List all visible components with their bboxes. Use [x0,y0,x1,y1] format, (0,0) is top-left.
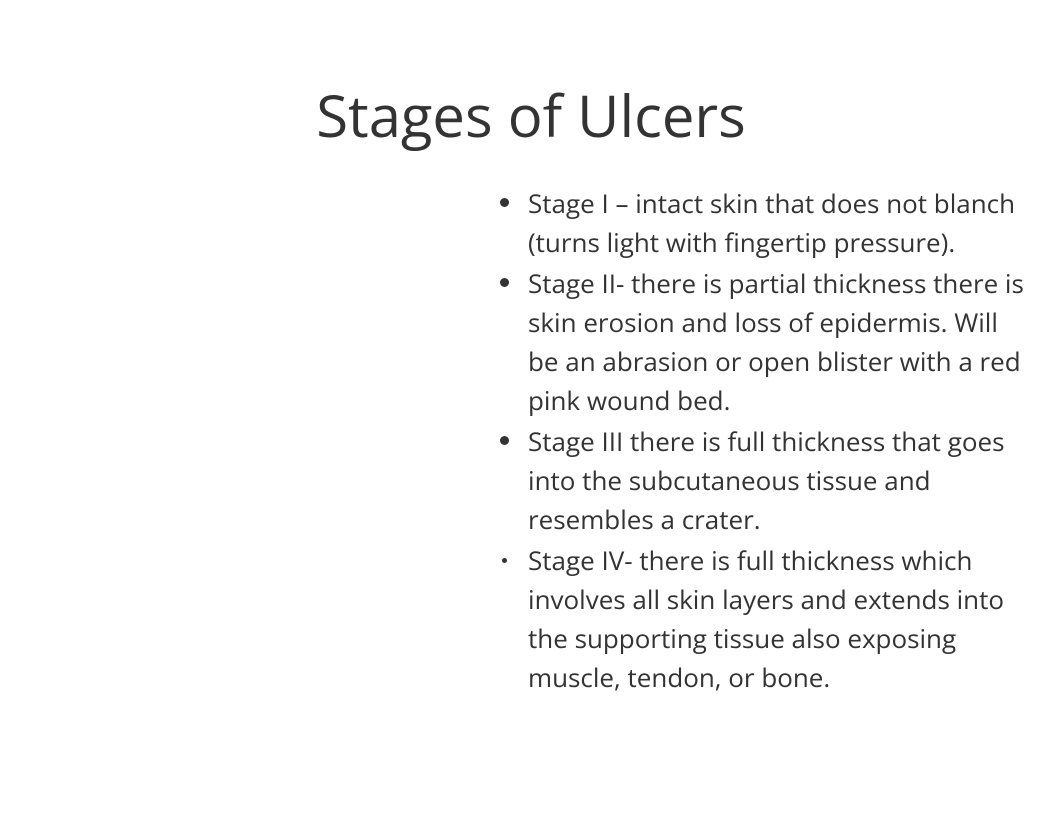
slide-container: Stages of Ulcers Stage I – intact skin t… [0,0,1062,822]
slide-title: Stages of Ulcers [0,75,1062,154]
list-item: Stage I – intact skin that does not blan… [500,184,1032,262]
list-item: Stage IV- there is full thickness which … [500,541,1032,697]
list-item: Stage III there is full thickness that g… [500,422,1032,539]
bullet-list: Stage I – intact skin that does not blan… [500,184,1032,697]
list-item: Stage II- there is partial thickness the… [500,264,1032,420]
